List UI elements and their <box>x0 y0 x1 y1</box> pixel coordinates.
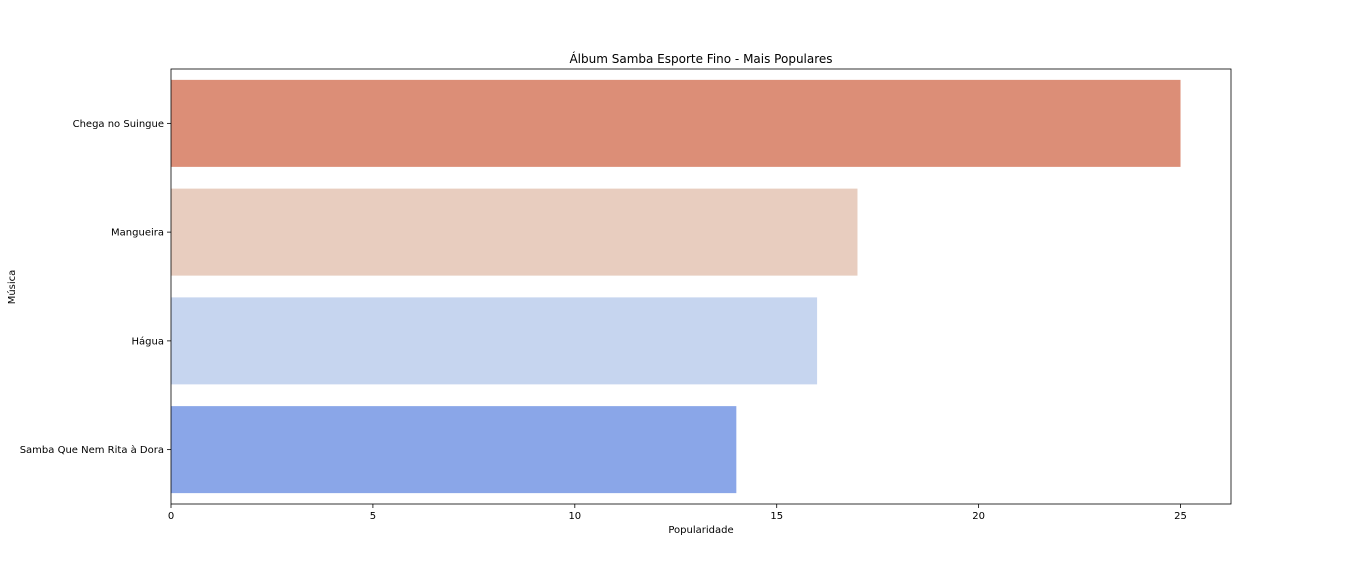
x-tick-label: 20 <box>972 511 985 522</box>
chart-title: Álbum Samba Esporte Fino - Mais Populare… <box>569 51 832 66</box>
bar <box>171 297 818 385</box>
bars-layer <box>171 79 1181 494</box>
y-tick-label: Samba Que Nem Rita à Dora <box>20 444 164 456</box>
y-tick-label: Mangueira <box>111 228 164 239</box>
x-tick-label: 10 <box>568 511 581 522</box>
x-axis-ticks: 0 5 10 15 20 25 <box>168 504 1187 522</box>
y-axis-label: Música <box>6 270 18 305</box>
y-axis-ticks: Chega no Suingue Mangueira Hágua Samba Que … <box>20 119 171 456</box>
x-tick-label: 0 <box>168 511 174 522</box>
plot-frame <box>170 68 1232 505</box>
y-tick-label: Chega no Suingue <box>73 119 164 130</box>
x-axis-label: Popularidade <box>668 525 733 536</box>
x-tick-label: 15 <box>770 511 783 522</box>
x-tick-label: 25 <box>1174 511 1187 522</box>
bar <box>171 406 737 494</box>
y-tick-label: Hágua <box>132 335 164 347</box>
bar <box>171 79 1181 167</box>
x-tick-label: 5 <box>370 511 376 522</box>
bar <box>171 188 858 276</box>
